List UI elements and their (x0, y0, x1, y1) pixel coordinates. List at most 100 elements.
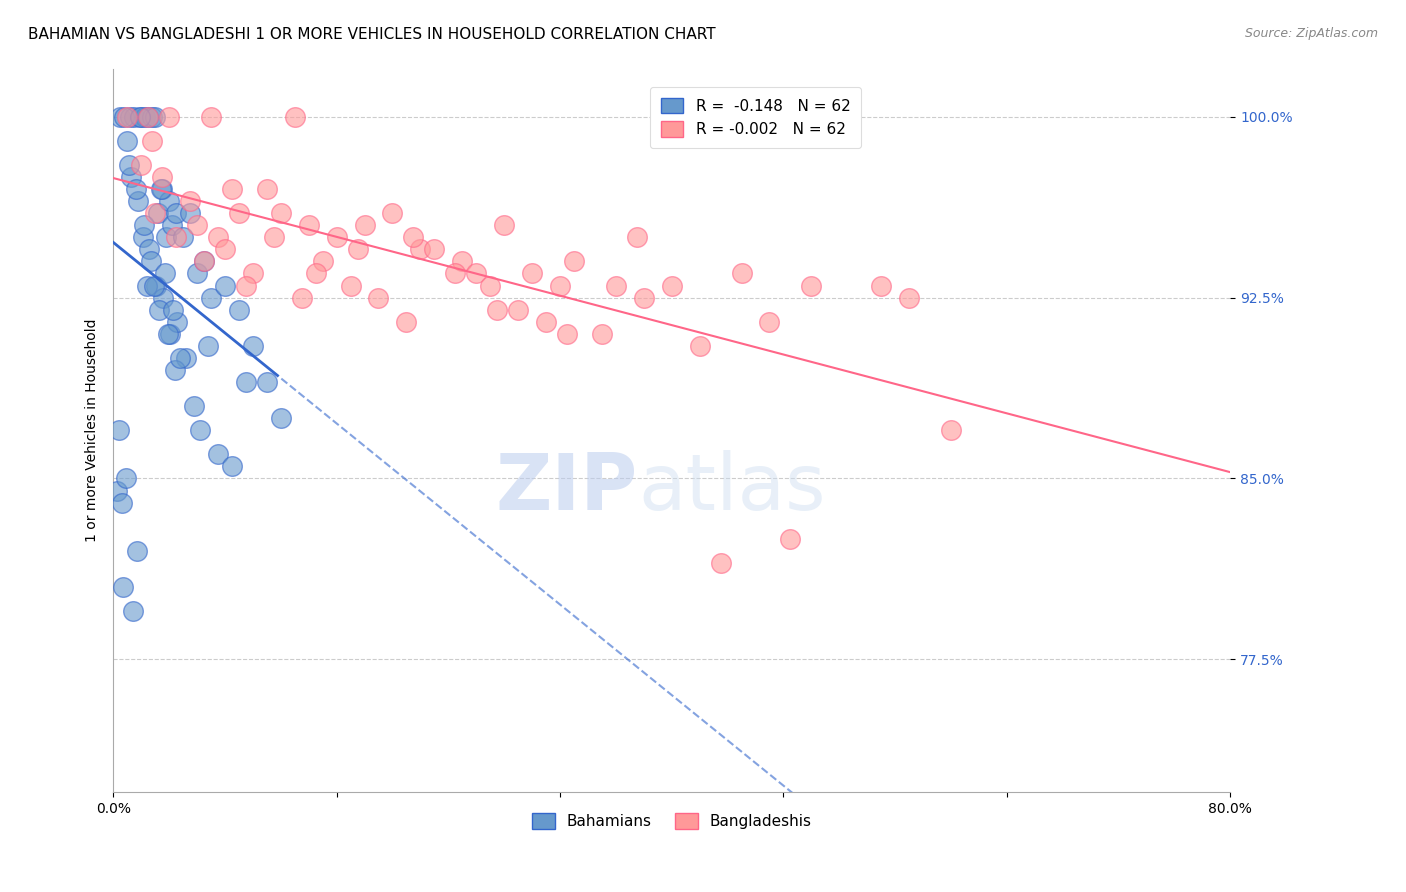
Point (108, 110, 131, 124)
Point (124, 182, 146, 196)
Point (605, 278, 627, 293)
Point (165, 206, 187, 220)
Point (800, 278, 823, 293)
Point (661, 278, 683, 293)
Point (174, 351, 197, 365)
Point (402, 230, 425, 244)
Text: ZIP: ZIP (496, 450, 638, 526)
Point (183, 399, 205, 413)
Point (284, 110, 307, 124)
Point (162, 302, 184, 317)
Point (166, 315, 188, 329)
Point (207, 447, 229, 461)
Point (451, 254, 474, 268)
Point (305, 267, 328, 281)
Point (270, 206, 292, 220)
Point (256, 182, 278, 196)
Point (134, 110, 156, 124)
Point (143, 110, 166, 124)
Point (486, 302, 509, 317)
Point (169, 351, 191, 365)
Point (235, 375, 257, 389)
Point (179, 206, 201, 220)
Point (346, 243, 368, 257)
Point (136, 110, 159, 124)
Point (120, 169, 142, 184)
Point (150, 169, 173, 184)
Point (155, 230, 177, 244)
Point (193, 254, 215, 268)
Point (494, 219, 516, 233)
Point (200, 291, 222, 305)
Point (689, 339, 711, 353)
Point (263, 230, 285, 244)
Point (200, 110, 222, 124)
Point (131, 230, 153, 244)
Point (633, 291, 655, 305)
Point (562, 254, 585, 268)
Point (221, 182, 243, 196)
Point (148, 302, 170, 317)
Point (107, 423, 129, 437)
Point (228, 206, 250, 220)
Point (520, 267, 543, 281)
Point (110, 495, 132, 509)
Point (325, 230, 347, 244)
Point (163, 363, 186, 377)
Point (146, 206, 169, 220)
Point (128, 110, 150, 124)
Point (898, 291, 921, 305)
Point (127, 194, 149, 209)
Point (125, 544, 148, 558)
Point (188, 423, 211, 437)
Point (534, 315, 557, 329)
Point (112, 110, 135, 124)
Point (235, 278, 257, 293)
Point (159, 326, 181, 341)
Point (153, 267, 176, 281)
Point (186, 267, 208, 281)
Point (710, 556, 733, 570)
Point (339, 278, 361, 293)
Point (548, 278, 571, 293)
Point (779, 532, 801, 546)
Point (179, 194, 201, 209)
Point (149, 182, 172, 196)
Point (132, 219, 155, 233)
Point (135, 278, 157, 293)
Legend: Bahamians, Bangladeshis: Bahamians, Bangladeshis (526, 806, 818, 835)
Point (129, 110, 152, 124)
Point (143, 206, 166, 220)
Point (353, 219, 375, 233)
Point (115, 134, 138, 148)
Point (160, 219, 183, 233)
Point (758, 315, 780, 329)
Point (626, 230, 648, 244)
Point (395, 315, 418, 329)
Point (117, 158, 139, 172)
Point (479, 278, 502, 293)
Point (207, 230, 229, 244)
Point (291, 291, 314, 305)
Point (311, 254, 333, 268)
Point (141, 134, 163, 148)
Point (142, 278, 165, 293)
Text: atlas: atlas (638, 450, 825, 526)
Point (221, 459, 243, 474)
Point (465, 267, 488, 281)
Point (114, 471, 136, 485)
Point (730, 267, 752, 281)
Point (367, 291, 389, 305)
Point (105, 483, 128, 498)
Point (141, 110, 163, 124)
Point (197, 339, 219, 353)
Point (122, 110, 145, 124)
Point (139, 254, 162, 268)
Point (115, 110, 138, 124)
Point (193, 254, 215, 268)
Point (298, 219, 321, 233)
Point (214, 243, 236, 257)
Point (256, 375, 278, 389)
Point (172, 230, 194, 244)
Point (444, 267, 467, 281)
